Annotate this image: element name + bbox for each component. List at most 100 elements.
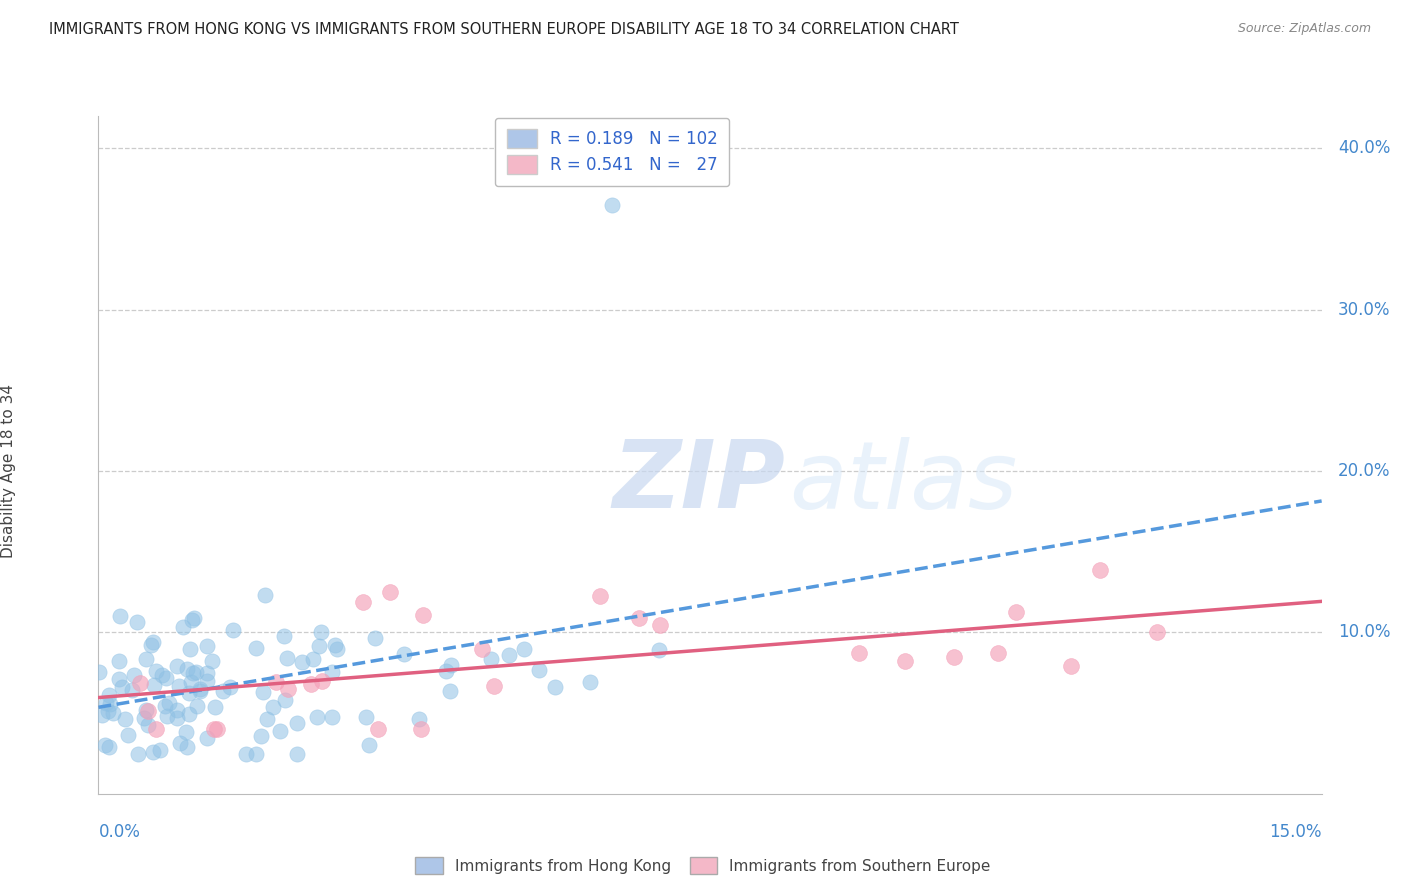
Point bbox=[204, 699, 226, 714]
Point bbox=[1090, 563, 1112, 577]
Point bbox=[544, 680, 567, 694]
Text: 30.0%: 30.0% bbox=[1339, 301, 1391, 318]
Point bbox=[122, 668, 145, 682]
Point bbox=[195, 673, 218, 688]
Point bbox=[848, 646, 870, 660]
Point bbox=[190, 681, 212, 696]
Point bbox=[166, 658, 188, 673]
Point bbox=[274, 693, 297, 707]
Point bbox=[893, 654, 915, 668]
Point bbox=[627, 611, 650, 625]
Point bbox=[188, 683, 211, 698]
Point bbox=[352, 595, 374, 609]
Point bbox=[367, 723, 389, 737]
Point bbox=[357, 739, 380, 753]
Text: 0.0%: 0.0% bbox=[98, 823, 141, 841]
Text: 20.0%: 20.0% bbox=[1339, 462, 1391, 480]
Point bbox=[434, 665, 457, 679]
Point bbox=[307, 710, 329, 724]
Point bbox=[181, 613, 204, 627]
Point bbox=[1146, 625, 1168, 640]
Point bbox=[145, 723, 167, 737]
Text: Source: ZipAtlas.com: Source: ZipAtlas.com bbox=[1237, 22, 1371, 36]
Text: Disability Age 18 to 34: Disability Age 18 to 34 bbox=[1, 384, 17, 558]
Point bbox=[204, 723, 226, 737]
Point bbox=[254, 588, 277, 602]
Text: 10.0%: 10.0% bbox=[1339, 624, 1391, 641]
Point bbox=[169, 736, 191, 750]
Point bbox=[155, 671, 177, 685]
Point bbox=[235, 747, 257, 761]
Point bbox=[180, 674, 202, 689]
Point bbox=[176, 662, 198, 676]
Point bbox=[249, 729, 271, 743]
Point bbox=[179, 642, 201, 657]
Point bbox=[181, 666, 204, 681]
Point bbox=[166, 711, 188, 725]
Point bbox=[308, 639, 330, 653]
Point bbox=[155, 698, 177, 713]
Point bbox=[527, 663, 550, 677]
Point bbox=[177, 685, 200, 699]
Point bbox=[167, 679, 190, 693]
Point bbox=[479, 651, 502, 665]
Point bbox=[498, 648, 520, 662]
Point bbox=[321, 665, 343, 679]
Point bbox=[174, 725, 197, 739]
Point bbox=[1005, 605, 1028, 619]
Point bbox=[108, 673, 131, 687]
Point bbox=[101, 706, 124, 720]
Point bbox=[277, 681, 299, 696]
Point bbox=[201, 654, 224, 668]
Point bbox=[98, 688, 121, 702]
Point bbox=[364, 632, 387, 646]
Point bbox=[269, 724, 291, 739]
Point bbox=[87, 665, 110, 680]
Point bbox=[212, 683, 235, 698]
Point bbox=[264, 675, 287, 690]
Point bbox=[205, 723, 228, 737]
Point bbox=[96, 696, 118, 710]
Point bbox=[139, 639, 162, 653]
Point bbox=[285, 715, 308, 730]
Point bbox=[219, 680, 242, 694]
Point bbox=[380, 584, 402, 599]
Point bbox=[121, 683, 143, 698]
Point bbox=[135, 652, 157, 666]
Point bbox=[157, 697, 180, 711]
Point bbox=[411, 723, 433, 737]
Point bbox=[166, 703, 188, 717]
Point bbox=[579, 675, 602, 690]
Point bbox=[987, 646, 1010, 660]
Point bbox=[135, 703, 157, 717]
Point bbox=[600, 198, 623, 212]
Point bbox=[134, 711, 156, 725]
Point bbox=[184, 665, 207, 679]
Point bbox=[195, 666, 218, 681]
Point bbox=[108, 654, 131, 668]
Point bbox=[302, 652, 325, 666]
Point bbox=[408, 712, 430, 726]
Point bbox=[125, 615, 148, 629]
Point bbox=[245, 747, 267, 761]
Point bbox=[394, 648, 416, 662]
Point bbox=[136, 704, 159, 718]
Point bbox=[149, 743, 172, 757]
Point bbox=[291, 655, 314, 669]
Point bbox=[262, 699, 284, 714]
Point bbox=[172, 620, 194, 634]
Text: 15.0%: 15.0% bbox=[1270, 823, 1322, 841]
Point bbox=[513, 641, 536, 656]
Point bbox=[177, 706, 200, 721]
Point bbox=[482, 679, 505, 693]
Point bbox=[129, 676, 152, 690]
Point bbox=[1060, 659, 1083, 673]
Point bbox=[186, 698, 208, 713]
Point bbox=[311, 673, 333, 688]
Text: atlas: atlas bbox=[790, 436, 1018, 527]
Point bbox=[117, 728, 139, 742]
Point bbox=[309, 624, 332, 639]
Point bbox=[97, 740, 120, 755]
Text: 40.0%: 40.0% bbox=[1339, 139, 1391, 157]
Point bbox=[150, 668, 173, 682]
